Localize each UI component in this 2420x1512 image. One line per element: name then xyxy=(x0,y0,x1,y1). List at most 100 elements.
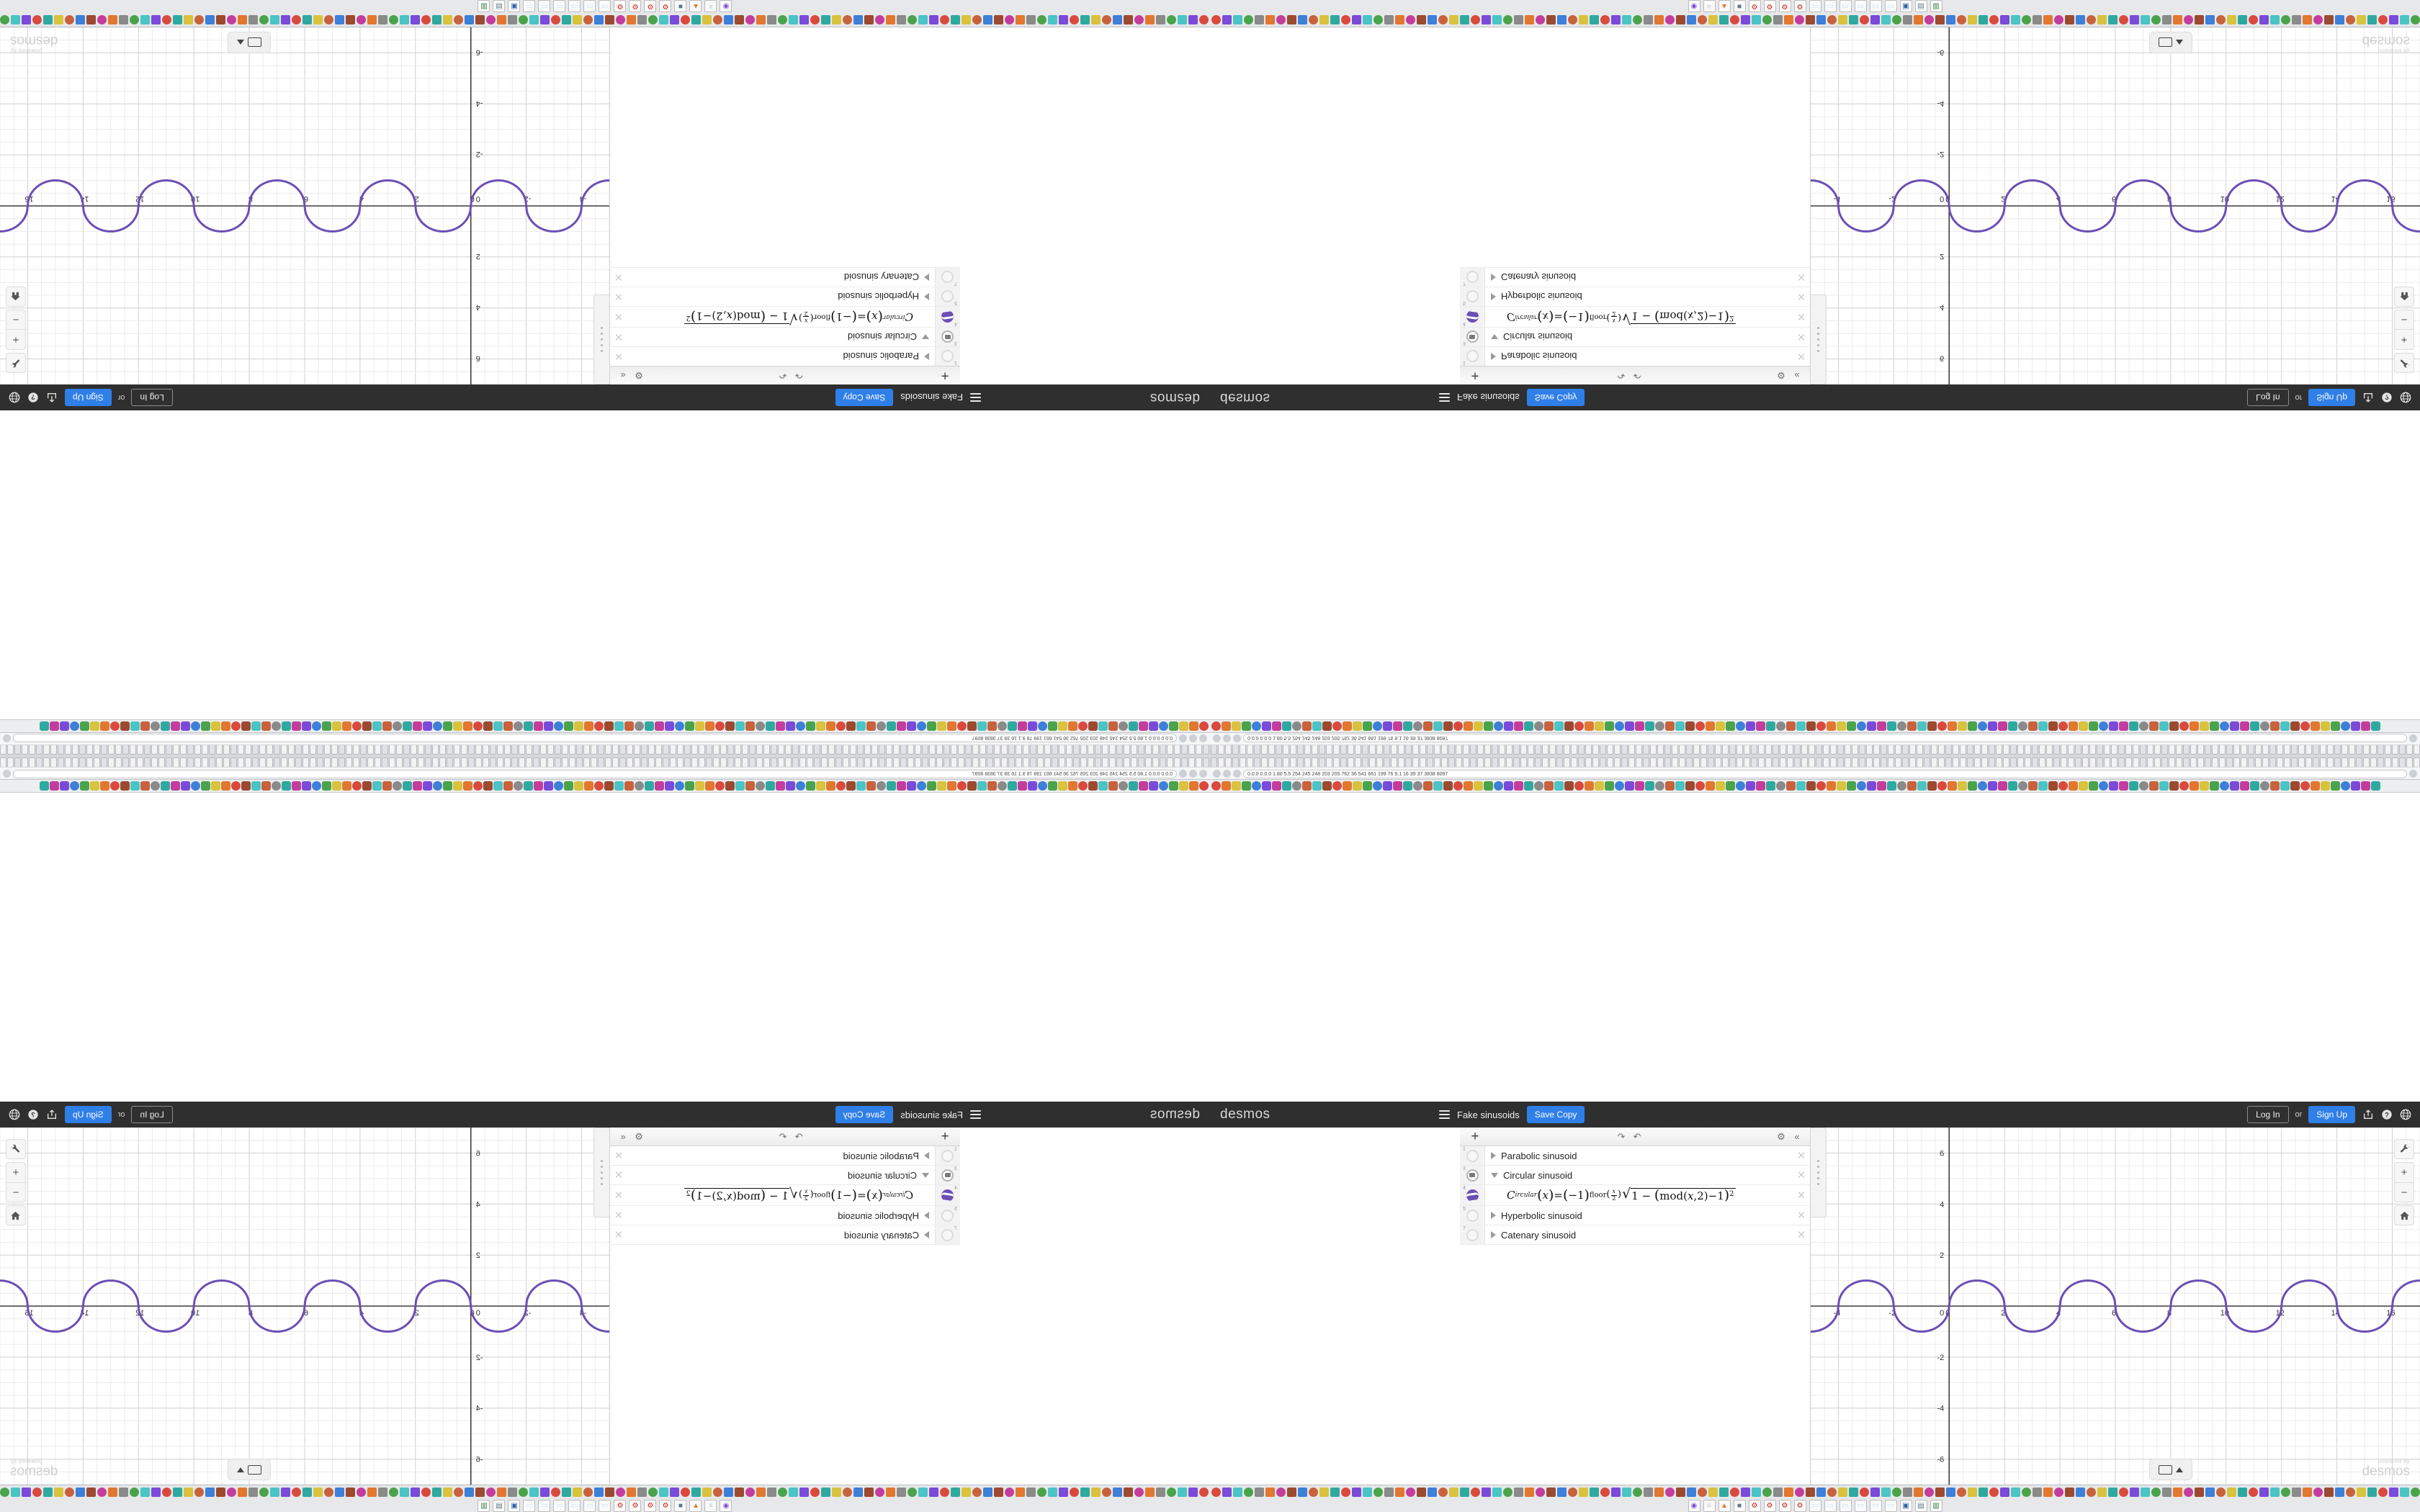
browser-tab[interactable] xyxy=(259,745,266,755)
bookmark-item[interactable] xyxy=(1695,721,1705,731)
tray-icon[interactable] xyxy=(238,1487,247,1497)
bookmark-item[interactable] xyxy=(1554,721,1564,731)
tray-icon[interactable] xyxy=(86,15,96,25)
browser-tab[interactable] xyxy=(1866,745,1873,755)
hamburger-icon[interactable] xyxy=(1439,1110,1450,1119)
browser-address-bar[interactable]: 0.0.0 0.0.0 1.80 5.5 254 245 248 203 205… xyxy=(0,768,1210,780)
bookmark-item[interactable] xyxy=(1262,781,1271,791)
browser-tab[interactable] xyxy=(2061,757,2067,767)
bookmark-item[interactable] xyxy=(1635,721,1644,731)
bookmark-item[interactable] xyxy=(594,721,604,731)
bookmark-item[interactable] xyxy=(2250,721,2259,731)
bookmark-item[interactable] xyxy=(685,781,694,791)
browser-tab[interactable] xyxy=(771,745,777,755)
tray-icon[interactable] xyxy=(216,15,225,25)
purple-wave-icon-icon[interactable] xyxy=(941,1189,954,1202)
browser-tab[interactable] xyxy=(1535,745,1541,755)
tray-icon[interactable] xyxy=(1134,1487,1144,1497)
bookmark-item[interactable] xyxy=(2300,721,2310,731)
chevron-right-icon[interactable] xyxy=(924,1231,929,1238)
browser-tab[interactable] xyxy=(1319,745,1325,755)
bookmark-item[interactable] xyxy=(90,721,99,731)
browser-tab[interactable] xyxy=(900,745,907,755)
browser-tab[interactable] xyxy=(908,757,914,767)
browser-tab[interactable] xyxy=(360,745,367,755)
browser-tab[interactable] xyxy=(1556,757,1563,767)
browser-tab[interactable] xyxy=(1974,757,1981,767)
browser-tab[interactable] xyxy=(432,757,439,767)
folder-icon-icon[interactable] xyxy=(941,330,954,343)
browser-tab[interactable] xyxy=(915,757,921,767)
tray-icon[interactable] xyxy=(2195,1487,2204,1497)
tray-icon[interactable] xyxy=(648,1487,658,1497)
home-button[interactable] xyxy=(2394,1205,2414,1225)
taskbar-app-icon[interactable]: ▭ xyxy=(1809,0,1821,13)
tray-icon[interactable] xyxy=(1881,15,1891,25)
browser-tab[interactable] xyxy=(382,757,388,767)
browser-tab[interactable] xyxy=(1095,757,1101,767)
tray-icon[interactable] xyxy=(1059,1487,1068,1497)
tray-icon[interactable] xyxy=(378,1487,387,1497)
expression-content[interactable]: Catenary sinusoid xyxy=(1485,1225,1793,1244)
browser-tab[interactable] xyxy=(439,757,446,767)
browser-tab[interactable] xyxy=(850,757,856,767)
bookmark-item[interactable] xyxy=(1149,721,1158,731)
bookmark-item[interactable] xyxy=(1119,781,1128,791)
browser-tab[interactable] xyxy=(1571,757,1577,767)
bookmark-item[interactable] xyxy=(2139,721,2148,731)
browser-tab[interactable] xyxy=(1340,745,1347,755)
browser-tab[interactable] xyxy=(547,757,554,767)
folder-icon-icon[interactable] xyxy=(941,1169,954,1182)
tray-icon[interactable] xyxy=(2173,1487,2182,1497)
bookmark-item[interactable] xyxy=(1564,781,1574,791)
bookmark-item[interactable] xyxy=(1211,721,1221,731)
browser-tab[interactable] xyxy=(1376,757,1383,767)
browser-tab[interactable] xyxy=(2176,745,2182,755)
tray-icon[interactable] xyxy=(2195,15,2204,25)
browser-tab[interactable] xyxy=(691,757,698,767)
bookmark-item[interactable] xyxy=(1494,781,1503,791)
browser-tab[interactable] xyxy=(799,757,806,767)
tray-icon[interactable] xyxy=(2411,15,2420,25)
bookmark-item[interactable] xyxy=(1453,781,1463,791)
browser-tab[interactable] xyxy=(1715,745,1721,755)
browser-tab[interactable] xyxy=(79,745,86,755)
browser-tab[interactable] xyxy=(778,745,784,755)
browser-tab[interactable] xyxy=(2161,745,2168,755)
bookmark-item[interactable] xyxy=(1816,721,1826,731)
share-icon[interactable] xyxy=(46,1109,58,1121)
bookmark-item[interactable] xyxy=(675,781,684,791)
bookmark-item[interactable] xyxy=(856,721,866,731)
bookmark-item[interactable] xyxy=(110,781,120,791)
browser-tab[interactable] xyxy=(2356,745,2362,755)
reload-icon[interactable] xyxy=(1179,734,1187,742)
bookmark-item[interactable] xyxy=(251,781,261,791)
graph-canvas[interactable]: -4 -2 0 2 4 6 8 10 12 14 16 -6 -4 -2 2 4 6 0 + − xyxy=(0,1128,609,1485)
url-input[interactable]: 0.0.0 0.0.0 1.80 5.5 254 245 248 203 205… xyxy=(13,734,1177,743)
browser-tab[interactable] xyxy=(1499,757,1505,767)
bookmark-item[interactable] xyxy=(887,721,896,731)
expression-bullet[interactable]: 5 xyxy=(1460,1206,1485,1225)
browser-tab[interactable] xyxy=(807,745,813,755)
tray-icon[interactable] xyxy=(1124,1487,1133,1497)
tray-icon[interactable] xyxy=(670,15,679,25)
taskbar-app-icon[interactable]: ▭ xyxy=(1809,1499,1821,1512)
bookmark-item[interactable] xyxy=(2139,781,2148,791)
browser-tab[interactable] xyxy=(418,745,424,755)
browser-tab[interactable] xyxy=(353,745,359,755)
bookmark-item[interactable] xyxy=(1816,781,1826,791)
browser-tab[interactable] xyxy=(1211,745,1217,755)
browser-tab[interactable] xyxy=(331,745,338,755)
browser-address-bar[interactable]: 0.0.0 0.0.0 1.80 5.5 254 245 248 203 205… xyxy=(0,732,1210,744)
bookmark-item[interactable] xyxy=(1574,721,1584,731)
browser-tab[interactable] xyxy=(230,757,237,767)
bookmark-item[interactable] xyxy=(1393,721,1402,731)
tray-icon[interactable] xyxy=(1784,15,1793,25)
tray-icon[interactable] xyxy=(691,15,701,25)
bookmark-item[interactable] xyxy=(856,781,866,791)
browser-tab[interactable] xyxy=(2349,757,2355,767)
bookmark-item[interactable] xyxy=(302,721,311,731)
browser-menu-icon[interactable] xyxy=(3,770,11,778)
